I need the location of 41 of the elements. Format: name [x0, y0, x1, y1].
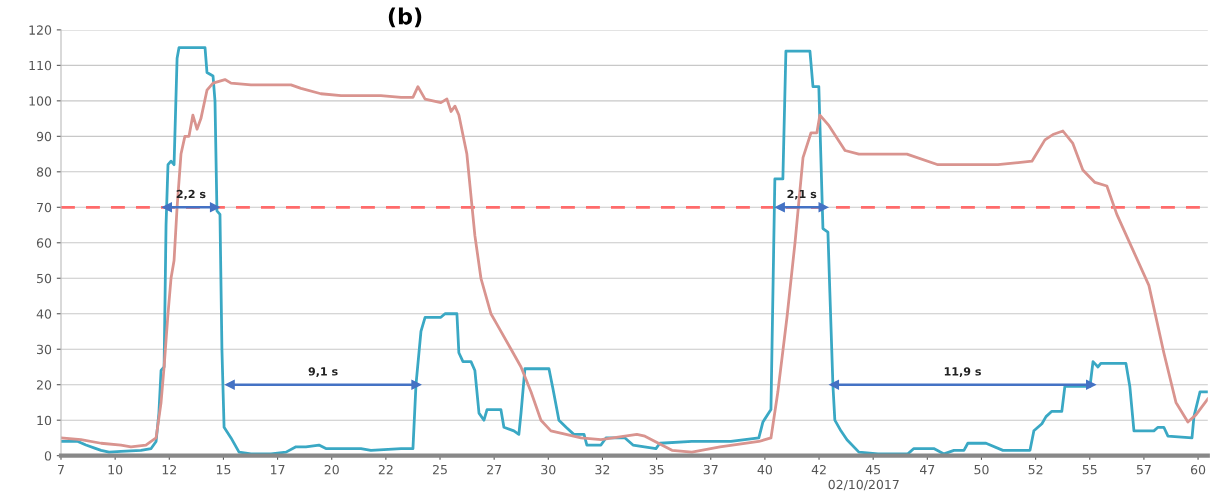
x-tick-label: 30: [541, 464, 556, 475]
y-tick-label: 30: [37, 344, 52, 355]
y-tick-label: 120: [29, 25, 52, 35]
x-tick-label: 52: [1028, 464, 1043, 475]
x-tick-label: 25: [432, 464, 447, 475]
x-tick-label: 60: [1190, 464, 1206, 475]
y-tick-label: 50: [37, 273, 52, 284]
x-tick-label: 50: [974, 464, 989, 475]
x-tick-label: 35: [649, 464, 664, 475]
y-tick-label: 70: [37, 202, 52, 213]
x-tick-label: 45: [865, 465, 881, 475]
x-tick-label: 12: [162, 464, 176, 475]
annotation: 2,2 s: [176, 189, 206, 200]
x-tick-label: 22: [378, 464, 393, 475]
y-tick-label: 60: [36, 238, 52, 248]
x-tick-label: 55: [1082, 465, 1097, 475]
annotation: 2,1 s: [787, 189, 817, 200]
y-tick-label: 0: [44, 451, 52, 461]
x-tick-label: 57: [1136, 465, 1151, 475]
x-tick-label: 47: [919, 465, 935, 475]
x-tick-label: 17: [271, 465, 285, 475]
y-tick-label: 100: [29, 96, 52, 106]
x-tick-label: 40: [757, 464, 773, 475]
y-tick-label: 80: [36, 167, 52, 177]
x-axis-title: 02/10/2017: [828, 479, 899, 491]
annotation: 9,1 s: [308, 367, 338, 378]
x-tick-label: 10: [108, 464, 123, 475]
x-tick-label: 32: [595, 464, 610, 475]
x-tick-label: 7: [58, 465, 64, 475]
y-tick-label: 20: [36, 380, 52, 390]
y-tick-label: 90: [36, 131, 52, 142]
chart-title: (b): [388, 7, 422, 28]
y-tick-label: 40: [36, 309, 52, 319]
y-tick-label: 10: [37, 415, 52, 426]
annotation: 11,9 s: [944, 367, 981, 378]
x-tick-label: 42: [811, 464, 826, 475]
y-tick-label: 110: [29, 60, 52, 71]
x-tick-label: 27: [487, 464, 502, 475]
x-tick-label: 37: [703, 464, 718, 475]
x-tick-label: 20: [324, 464, 339, 475]
x-tick-label: 15: [216, 465, 231, 475]
